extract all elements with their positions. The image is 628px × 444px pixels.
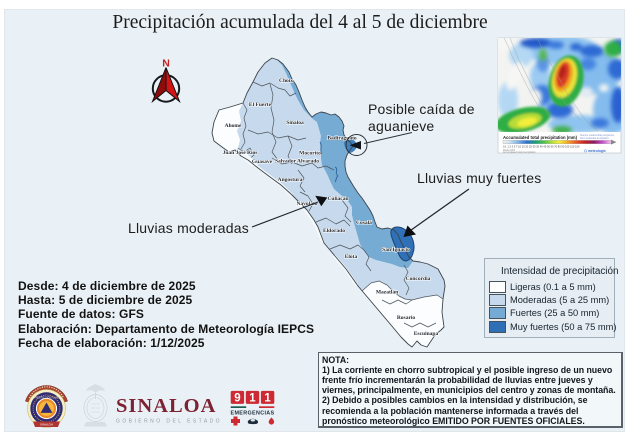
svg-text:San Ignacio: San Ignacio [382,247,410,253]
svg-text:Eldorado: Eldorado [323,228,345,234]
svg-text:Summe niederschlag vergleiche: Summe niederschlag vergleiche [580,134,615,137]
svg-text:N: N [162,58,170,70]
svg-text:Juan José Ríos: Juan José Ríos [223,150,258,156]
svg-text:SINALOA: SINALOA [40,423,53,427]
svg-text:Angostura: Angostura [278,177,303,183]
svg-text:Mazatlán: Mazatlán [376,290,398,296]
svg-text:Accumulated total precipitatio: Accumulated total precipitation (mm) [503,135,578,140]
svg-text:Navolato: Navolato [296,201,317,207]
svg-text:El Fuerte: El Fuerte [249,102,272,108]
svg-text:Escuinapa: Escuinapa [414,331,439,337]
svg-text:Culiacán: Culiacán [327,196,348,202]
svg-text:Rosario: Rosario [397,315,416,321]
svg-text:Accumulated total precipitatio: Accumulated total precipitation [503,151,536,154]
svg-text:0.1 1 2 3 5 7 10 15 20 25 30 3: 0.1 1 2 3 5 7 10 15 20 25 30 35 40 45 50… [503,145,580,149]
svg-text:SINALOA: SINALOA [116,395,216,417]
svg-text:Concordia: Concordia [406,276,431,282]
svg-text:Model GFS: Model GFS [503,149,515,152]
svg-text:PROTECCIÓN CIVIL: PROTECCIÓN CIVIL [34,395,59,400]
svg-text:beim wetterdienst angaben: beim wetterdienst angaben [580,137,609,140]
svg-text:Sinaloa: Sinaloa [286,120,304,126]
svg-text:Elota: Elota [345,254,358,260]
svg-text:⬡ meteologix: ⬡ meteologix [584,149,606,153]
svg-text:EMERGENCIAS: EMERGENCIAS [231,410,275,416]
svg-text:Salvador Alvarado: Salvador Alvarado [275,159,319,165]
svg-text:Choix: Choix [279,78,293,84]
svg-text:9: 9 [234,392,240,404]
svg-text:Ahome: Ahome [225,123,242,129]
svg-text:Cosalá: Cosalá [356,220,372,226]
svg-text:1: 1 [264,392,271,404]
svg-text:GOBIERNO DEL ESTADO: GOBIERNO DEL ESTADO [116,419,222,425]
svg-text:Mocorito: Mocorito [299,151,321,157]
svg-text:Guasave: Guasave [252,159,273,165]
svg-text:1: 1 [249,392,256,404]
svg-text:Badiraguato: Badiraguato [327,136,357,142]
